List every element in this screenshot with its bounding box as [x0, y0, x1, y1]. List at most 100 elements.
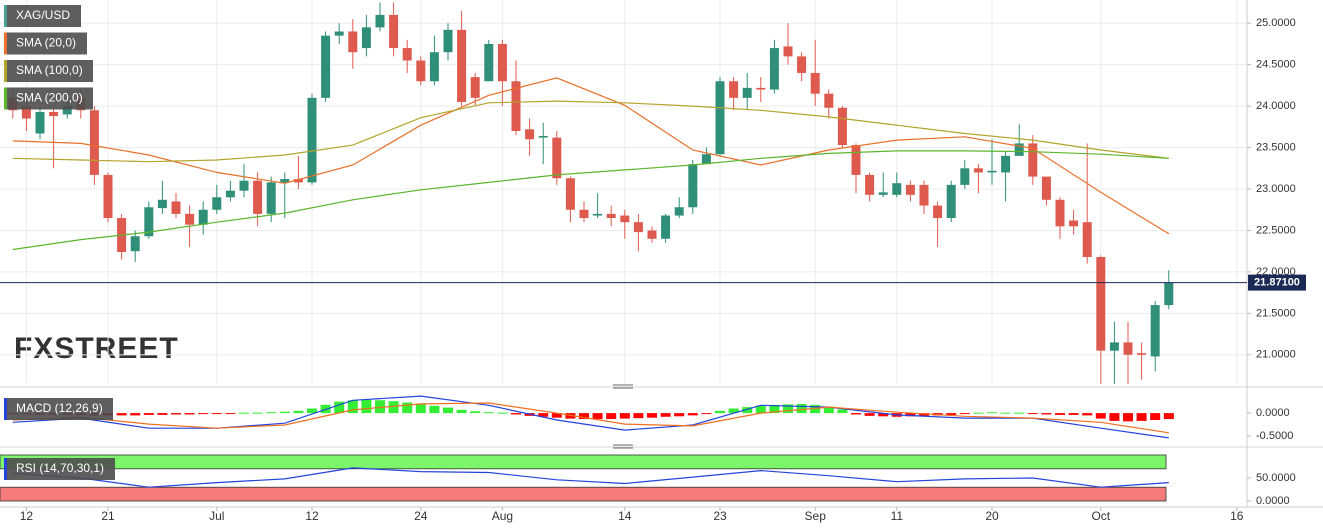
histogram-bar	[783, 404, 793, 414]
candle-body	[171, 201, 181, 214]
candle-body	[878, 192, 888, 195]
candle-body	[960, 168, 970, 185]
histogram-bar	[973, 412, 984, 414]
rsi-band	[0, 454, 1167, 470]
line-series	[12, 395, 1169, 439]
watermark: FXSTREET	[14, 332, 179, 365]
candle-body	[348, 31, 358, 53]
histogram-bar	[823, 406, 834, 414]
candle-body	[715, 81, 725, 155]
histogram-bar	[837, 409, 848, 414]
legend-item: MACD (12,26,9)	[4, 398, 113, 420]
candle-body	[212, 197, 222, 210]
candle-body	[661, 215, 671, 239]
legend-label: SMA (200,0)	[16, 91, 83, 105]
price-tag	[1248, 274, 1306, 291]
candle-body	[375, 14, 385, 28]
candle-body	[1123, 342, 1133, 355]
x-tick-label: 21	[101, 509, 115, 523]
resize-handle[interactable]	[613, 384, 633, 449]
y-tick-label: 21.5000	[1256, 307, 1296, 319]
histogram-bar	[1082, 413, 1093, 416]
candle-body	[307, 97, 317, 183]
candle-body	[511, 81, 521, 131]
y-tick-label: 21.0000	[1256, 349, 1296, 361]
candle-body	[253, 180, 263, 214]
legend-item: SMA (100,0)	[4, 60, 93, 82]
histogram-bar	[184, 413, 195, 415]
candle-body	[198, 209, 208, 225]
histogram-bar	[415, 403, 426, 414]
histogram-bar	[660, 413, 671, 417]
legend-swatch	[4, 5, 7, 27]
line-series	[12, 402, 1169, 434]
histogram-bar	[171, 413, 181, 415]
legend-label: MACD (12,26,9)	[16, 401, 103, 415]
histogram-bar	[715, 410, 725, 414]
histogram-bar	[1027, 413, 1038, 415]
histogram-bar	[919, 413, 929, 416]
histogram-bar	[647, 413, 657, 418]
legend-box	[4, 87, 93, 110]
histogram-bar	[864, 413, 875, 416]
candle-body	[429, 52, 439, 82]
line-series	[12, 77, 1170, 235]
histogram-bar	[1136, 413, 1147, 421]
rsi-band	[0, 486, 1167, 502]
candle-body	[919, 184, 929, 206]
y-tick-label: 23.0000	[1256, 183, 1296, 195]
x-tick-label: 12	[305, 509, 319, 523]
legend-swatch	[4, 87, 7, 110]
candle-body	[987, 170, 997, 173]
histogram-bar	[851, 413, 861, 415]
histogram-bar	[483, 412, 494, 414]
candle-body	[35, 111, 45, 134]
histogram-bar	[987, 412, 997, 414]
candle-body	[701, 154, 711, 165]
candle-body	[334, 31, 344, 36]
candle-body	[1041, 176, 1051, 200]
histogram-bar	[511, 413, 521, 415]
candle-body	[1055, 199, 1065, 227]
histogram-bar	[633, 413, 644, 419]
histogram-bar	[728, 408, 739, 414]
histogram-bar	[742, 407, 753, 414]
candle-body	[185, 213, 195, 225]
histogram-bar	[307, 408, 317, 414]
y-tick-label: 22.5000	[1256, 224, 1296, 236]
histogram-bar	[456, 409, 467, 414]
histogram-bar	[429, 405, 440, 414]
candle-body	[1082, 222, 1092, 257]
candle-body	[1001, 155, 1011, 173]
legend-label: RSI (14,70,30,1)	[16, 461, 104, 475]
histogram-bar	[252, 412, 263, 414]
line-series	[12, 467, 1169, 488]
x-tick-label: 16	[1230, 509, 1244, 523]
legend-swatch	[4, 60, 7, 82]
histogram-bar	[198, 413, 209, 415]
histogram-bar	[606, 413, 617, 420]
candle-body	[905, 184, 915, 195]
histogram-bar	[347, 400, 358, 414]
histogram-bar	[619, 413, 630, 419]
candle-body	[484, 43, 494, 82]
y-tick-label: 50.0000	[1256, 472, 1296, 484]
histogram-bar	[497, 412, 508, 414]
candle-body	[565, 178, 575, 210]
histogram-bar	[674, 413, 685, 417]
histogram-bar	[1095, 413, 1106, 419]
histogram-bar	[1163, 413, 1174, 420]
candle-body	[756, 87, 766, 90]
y-tick-label: 24.5000	[1256, 59, 1296, 71]
histogram-bar	[130, 413, 141, 416]
price-tag-label: 21.87100	[1254, 277, 1300, 289]
legend-box	[4, 398, 113, 420]
candle-body	[225, 190, 235, 198]
candle-body	[1014, 143, 1024, 156]
histogram-bar	[239, 412, 249, 414]
legend-swatch	[4, 398, 7, 420]
histogram-bar	[402, 402, 413, 414]
candle-body	[742, 87, 752, 98]
